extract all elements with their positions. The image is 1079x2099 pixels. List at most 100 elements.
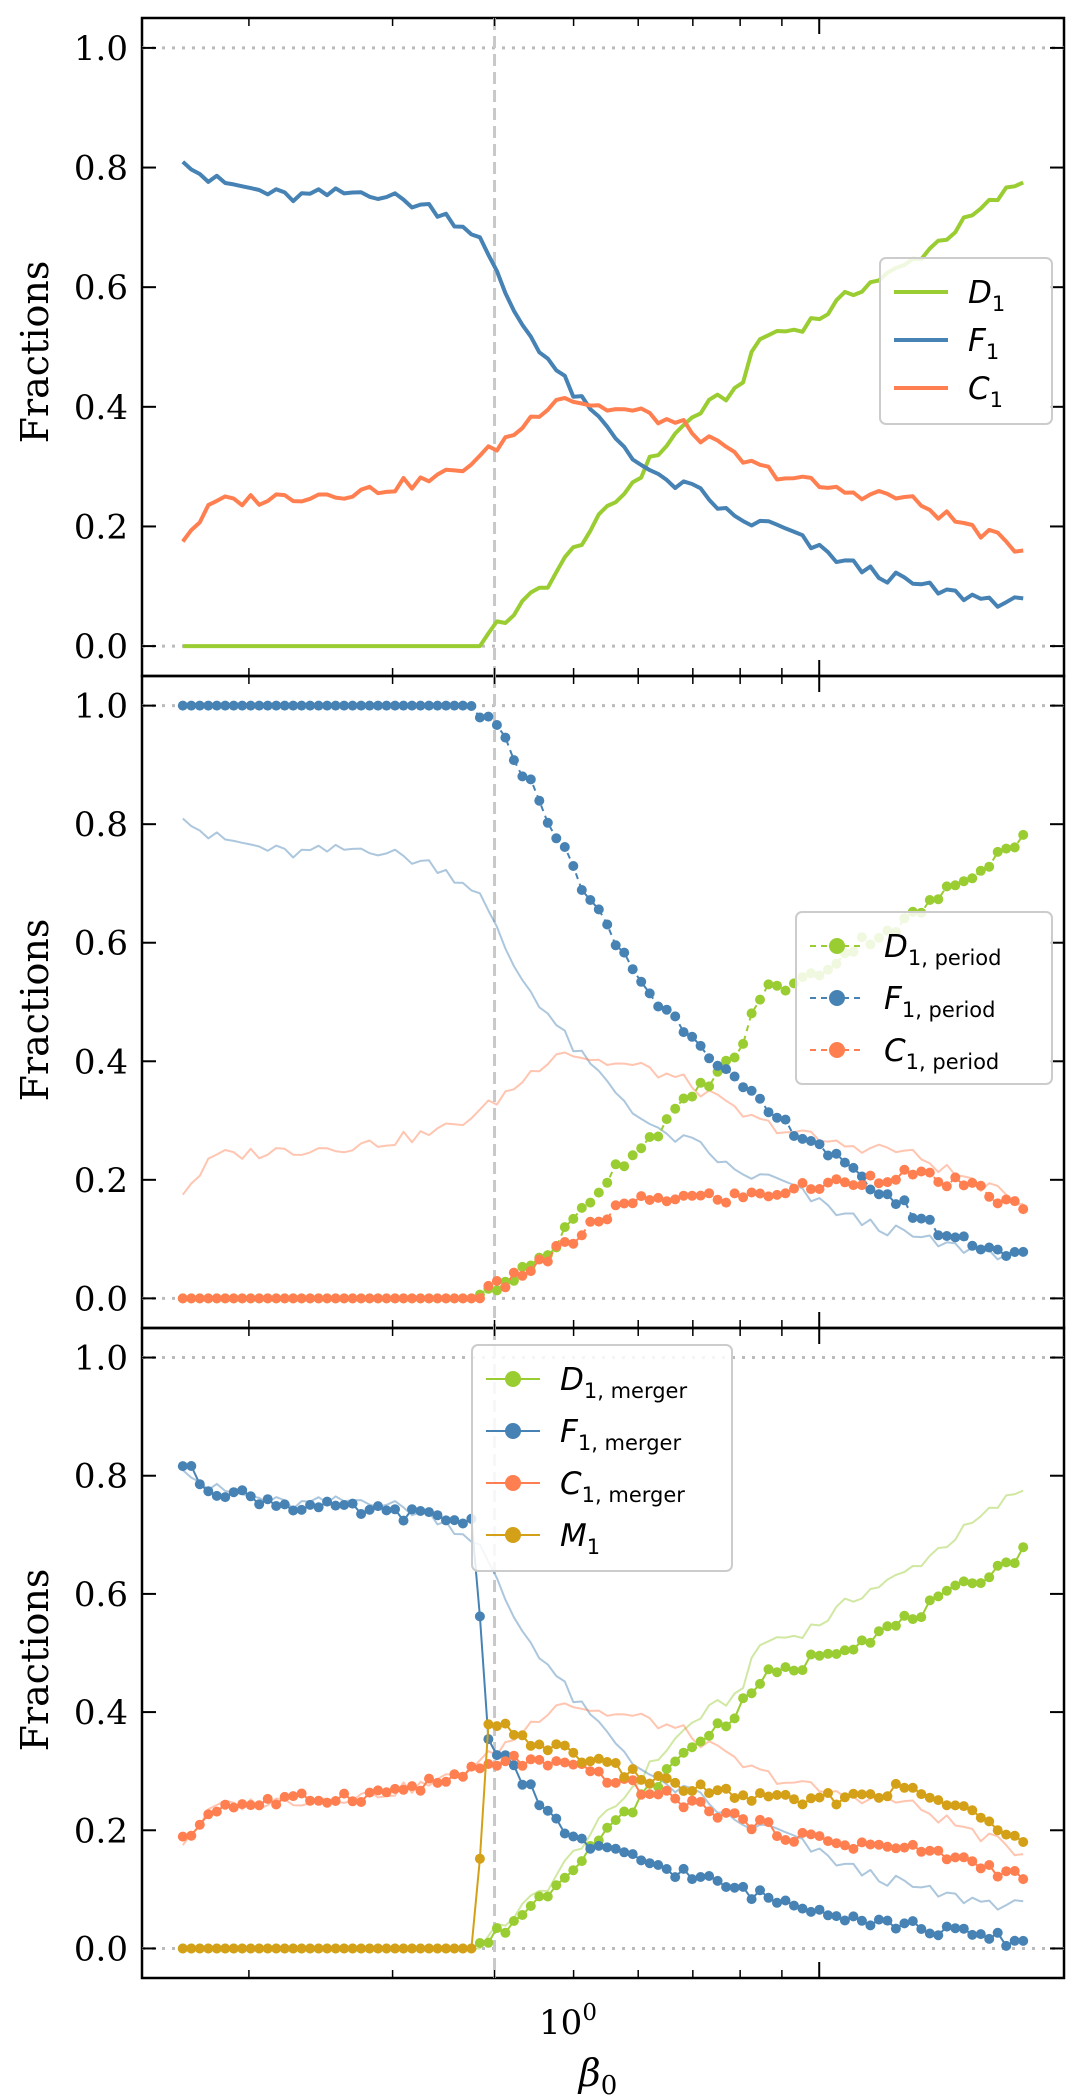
- data-point-C1_period-middle: [271, 1293, 282, 1304]
- data-point-C1_period-middle: [313, 1293, 324, 1304]
- data-point-F1_period-middle: [313, 700, 324, 711]
- data-point-M1-bottom: [704, 1788, 715, 1799]
- data-point-C1_merger-bottom: [364, 1787, 375, 1798]
- data-point-F1_merger-bottom: [568, 1831, 579, 1842]
- legend-marker-F-middle: [829, 990, 845, 1006]
- data-point-C1_period-middle: [305, 1293, 316, 1304]
- data-point-F1_period-middle: [415, 700, 426, 711]
- legend-label-base: C: [560, 1466, 582, 1502]
- data-point-C1_merger-bottom: [644, 1789, 655, 1800]
- series-group-bottom: [177, 1461, 1029, 1954]
- data-point-F1_period-middle: [738, 1082, 749, 1093]
- data-point-C1_merger-bottom: [534, 1754, 545, 1765]
- data-point-D1_period-middle: [746, 1008, 757, 1019]
- data-point-C1_merger-bottom: [695, 1796, 706, 1807]
- data-point-F1_merger-bottom: [941, 1921, 952, 1932]
- data-point-F1_merger-bottom: [627, 1849, 638, 1860]
- data-point-F1_merger-bottom: [950, 1923, 961, 1934]
- data-point-C1_merger-bottom: [848, 1843, 859, 1854]
- series-line-C1-top: [181, 396, 1024, 554]
- data-point-F1_merger-bottom: [602, 1842, 613, 1853]
- data-point-D1_merger-bottom: [610, 1815, 621, 1826]
- data-point-C1_period-middle: [568, 1238, 579, 1249]
- data-point-M1-bottom: [593, 1753, 604, 1764]
- legend-label-D-top: D1: [968, 275, 1005, 316]
- legend-label-base: D: [968, 275, 992, 311]
- legend-label-M-bottom: M1: [560, 1518, 600, 1559]
- data-point-F1_period-middle: [831, 1148, 842, 1159]
- data-point-C1_merger-bottom: [746, 1824, 757, 1835]
- data-point-M1-bottom: [424, 1943, 434, 1954]
- data-point-M1-bottom: [916, 1789, 927, 1800]
- data-point-M1-bottom: [890, 1778, 901, 1789]
- y-tick-label-top-4: 0.8: [74, 149, 128, 189]
- data-point-C1_period-middle: [975, 1180, 986, 1191]
- data-point-C1_merger-bottom: [780, 1835, 791, 1845]
- data-point-C1_merger-bottom: [491, 1760, 502, 1771]
- data-point-C1_merger-bottom: [551, 1756, 562, 1767]
- data-point-D1_merger-bottom: [525, 1901, 536, 1911]
- data-point-F1_merger-bottom: [814, 1904, 825, 1915]
- data-point-D1_merger-bottom: [831, 1649, 842, 1659]
- data-point-F1_merger-bottom: [763, 1892, 774, 1903]
- data-point-D1_period-middle: [933, 894, 944, 905]
- data-point-C1_period-middle: [933, 1177, 944, 1187]
- data-point-F1_period-middle: [1018, 1246, 1029, 1257]
- legend-label-base: D: [884, 929, 908, 965]
- legend-label-sub: 1, merger: [582, 1483, 686, 1507]
- data-point-M1-bottom: [211, 1943, 222, 1954]
- data-point-C1_merger-bottom: [424, 1773, 434, 1784]
- data-point-F1_period-middle: [924, 1214, 935, 1225]
- data-point-M1-bottom: [602, 1757, 613, 1767]
- data-point-C1_merger-bottom: [449, 1769, 460, 1780]
- data-point-F1_period-middle: [627, 964, 638, 975]
- data-point-D1_merger-bottom: [772, 1667, 782, 1678]
- data-point-F1_merger-bottom: [211, 1490, 222, 1501]
- data-point-C1_period-middle: [441, 1293, 451, 1304]
- data-point-C1_merger-bottom: [729, 1808, 740, 1819]
- y-tick-label-top-5: 1.0: [74, 29, 128, 69]
- data-point-D1_merger-bottom: [551, 1880, 562, 1891]
- legend-label-C-top: C1: [968, 371, 1003, 412]
- data-point-F1_merger-bottom: [390, 1504, 400, 1515]
- data-point-D1_merger-bottom: [534, 1891, 545, 1902]
- data-point-D1_period-middle: [559, 1222, 570, 1233]
- data-point-D1_merger-bottom: [950, 1580, 961, 1591]
- data-point-C1_merger-bottom: [899, 1842, 910, 1853]
- data-point-F1_merger-bottom: [449, 1515, 460, 1526]
- data-point-C1_period-middle: [211, 1293, 222, 1304]
- data-point-F1_merger-bottom: [279, 1499, 290, 1510]
- data-point-M1-bottom: [373, 1943, 383, 1954]
- y-tick-label-bottom-1: 0.2: [74, 1811, 128, 1851]
- legend-marker-C-bottom: [505, 1475, 521, 1491]
- data-point-F1_merger-bottom: [407, 1504, 417, 1515]
- data-point-C1_period-middle: [364, 1293, 375, 1304]
- x-axis-label-base: β: [577, 2051, 601, 2095]
- data-point-D1_merger-bottom: [559, 1872, 570, 1883]
- data-point-F1_merger-bottom: [661, 1864, 672, 1874]
- data-point-C1_period-middle: [322, 1293, 333, 1304]
- data-point-C1_merger-bottom: [823, 1836, 833, 1847]
- data-point-M1-bottom: [661, 1773, 672, 1784]
- data-point-D1_merger-bottom: [907, 1614, 918, 1625]
- x-axis-label: β0: [577, 2051, 618, 2099]
- data-point-F1_period-middle: [347, 700, 358, 711]
- data-point-F1_period-middle: [823, 1150, 833, 1161]
- x-tick-base: 10: [539, 2003, 582, 2043]
- data-point-M1-bottom: [1009, 1830, 1020, 1841]
- data-point-F1_period-middle: [228, 700, 239, 711]
- legend-label-sub: 1, merger: [584, 1379, 688, 1403]
- data-point-C1_period-middle: [823, 1177, 833, 1188]
- data-point-F1_period-middle: [441, 700, 451, 711]
- legend-label-C-bottom: C1, merger: [560, 1466, 685, 1507]
- data-point-C1_merger-bottom: [398, 1784, 409, 1795]
- data-point-C1_period-middle: [390, 1293, 400, 1304]
- data-point-C1_period-middle: [288, 1293, 299, 1304]
- data-point-D1_period-middle: [924, 895, 935, 905]
- data-point-M1-bottom: [432, 1943, 443, 1954]
- data-point-C1_merger-bottom: [721, 1807, 732, 1818]
- data-point-M1-bottom: [610, 1758, 621, 1768]
- data-point-C1_period-middle: [899, 1164, 910, 1175]
- y-axis-label-middle: Fractions: [13, 919, 57, 1102]
- data-point-F1_period-middle: [177, 700, 188, 711]
